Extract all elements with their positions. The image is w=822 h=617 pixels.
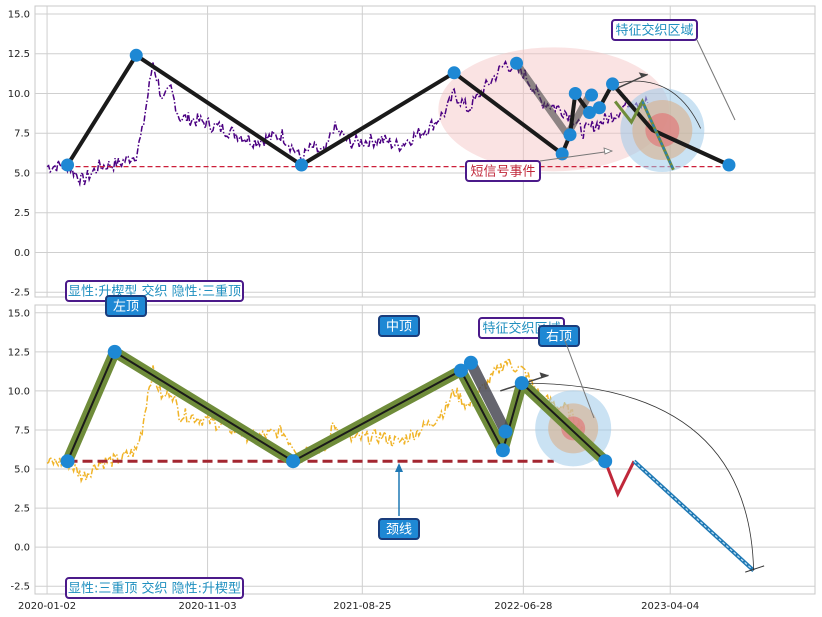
left-top-label-text: 左顶	[113, 300, 139, 315]
top-y-tick-label: 12.5	[8, 49, 30, 60]
short-signal-leader	[539, 150, 613, 162]
x-tick-labels: 2020-01-02 2020-11-03 2021-08-25 2022-06-28…	[18, 601, 699, 612]
bottom-y-tick-label: 0.0	[14, 543, 30, 554]
mid-top-label: 中顶	[378, 315, 420, 337]
bottom-y-tick-label: 10.0	[8, 386, 30, 397]
point-marker	[585, 88, 599, 102]
bottom-grid	[35, 305, 815, 594]
price-series-line	[46, 59, 649, 187]
bottom-y-tick-label: 15.0	[8, 308, 30, 319]
x-tick-label: 2020-01-02	[18, 601, 76, 612]
bottom-legend-label-text: 显性:三重顶 交织 隐性:升楔型	[68, 581, 241, 597]
top-panel: -2.5 0.0 2.5 5.0 7.5 10.0 12.5 15.0	[8, 5, 816, 299]
top-y-tick-label: 0.0	[14, 248, 30, 259]
top-plot-area	[46, 47, 736, 187]
projection-dotted	[641, 100, 675, 171]
arc-line	[612, 80, 702, 129]
projection-red	[603, 460, 636, 498]
neckline-label-text: 颈线	[386, 523, 412, 538]
point-marker	[453, 363, 468, 378]
bottom-y-tick-label: 7.5	[14, 425, 30, 436]
top-y-tick-label: 7.5	[14, 129, 30, 140]
x-tick-label: 2023-04-04	[641, 601, 699, 612]
point-marker	[107, 344, 122, 359]
top-y-tick-label: 10.0	[8, 89, 30, 100]
point-marker	[592, 101, 606, 115]
right-top-label: 右顶	[538, 325, 580, 347]
bottom-zone-leader	[563, 337, 595, 419]
point-marker	[722, 158, 736, 172]
right-top-label-box	[538, 325, 580, 347]
top-feature-zone-label-box	[611, 19, 698, 41]
left-top-label-box	[105, 295, 147, 317]
short-signal-label-box	[465, 160, 541, 182]
mid-top-label-text: 中顶	[386, 320, 412, 335]
bottom-panel-frame	[34, 304, 816, 595]
mid-top-label-box	[378, 315, 420, 337]
point-marker	[61, 158, 75, 172]
bottom-legend-label: 显性:三重顶 交织 隐性:升楔型	[65, 577, 244, 599]
point-marker	[498, 424, 513, 439]
short-signal-label-text: 短信号事件	[470, 165, 535, 180]
arc-tick	[745, 565, 765, 573]
top-y-tick-label: 15.0	[8, 9, 30, 20]
short-signal-label: 短信号事件	[465, 160, 541, 182]
point-marker	[60, 454, 75, 469]
top-legend-label-text: 显性:升楔型 交织 隐性:三重顶	[68, 284, 241, 300]
top-y-tick-label: 2.5	[14, 208, 30, 219]
top-y-tick-labels: -2.5 0.0 2.5 5.0 7.5 10.0 12.5 15.0	[8, 9, 30, 298]
right-top-label-text: 右顶	[546, 330, 572, 345]
neckline-pointer-head	[395, 463, 403, 472]
pattern-line	[65, 53, 730, 167]
point-marker	[598, 454, 613, 469]
top-legend-label: 显性:升楔型 交织 隐性:三重顶	[65, 280, 244, 302]
bottom-plot-area	[46, 344, 765, 573]
bottom-y-tick-labels: -2.5 0.0 2.5 5.0 7.5 10.0 12.5 15.0	[8, 308, 30, 592]
dark-segment	[465, 357, 511, 437]
top-feature-zone-label: 特征交织区域	[611, 19, 698, 41]
neckline-label: 颈线	[378, 518, 420, 540]
bottom-y-tick-label: 5.0	[14, 465, 30, 476]
point-marker	[568, 86, 582, 100]
left-top-label: 左顶	[105, 295, 147, 317]
bottom-y-tick-label: 2.5	[14, 504, 30, 515]
neckline-label-box	[378, 518, 420, 540]
x-tick-label: 2021-08-25	[333, 601, 391, 612]
bottom-y-tick-label: 12.5	[8, 347, 30, 358]
bottom-panel: -2.50.02.55.07.510.012.515.0 2020-01-02 2…	[8, 304, 816, 612]
point-marker	[129, 48, 143, 62]
arrow-head	[638, 72, 648, 78]
point-marker	[447, 66, 461, 80]
point-marker	[495, 443, 510, 458]
bottom-legend-label-box	[65, 577, 244, 599]
bottom-y-tick-label: -2.5	[10, 582, 30, 593]
point-marker	[563, 128, 577, 142]
top-y-tick-label: 5.0	[14, 168, 30, 179]
point-marker	[514, 376, 529, 391]
point-marker	[510, 56, 524, 70]
price-series-line	[46, 355, 584, 484]
top-zone-leader	[696, 39, 736, 121]
point-marker	[606, 77, 620, 91]
projection-dotted	[633, 460, 755, 572]
arrow-head	[539, 372, 549, 379]
point-marker	[286, 454, 301, 469]
top-y-tick-label: -2.5	[10, 288, 30, 299]
top-feature-zone-label-text: 特征交织区域	[615, 23, 693, 39]
point-marker	[463, 355, 478, 370]
x-tick-label: 2022-06-28	[494, 601, 552, 612]
point-marker	[582, 106, 596, 120]
x-tick-label: 2020-11-03	[179, 601, 237, 612]
arc-line	[521, 382, 755, 571]
short-signal-leader-head	[603, 147, 614, 155]
point-marker	[294, 158, 308, 172]
